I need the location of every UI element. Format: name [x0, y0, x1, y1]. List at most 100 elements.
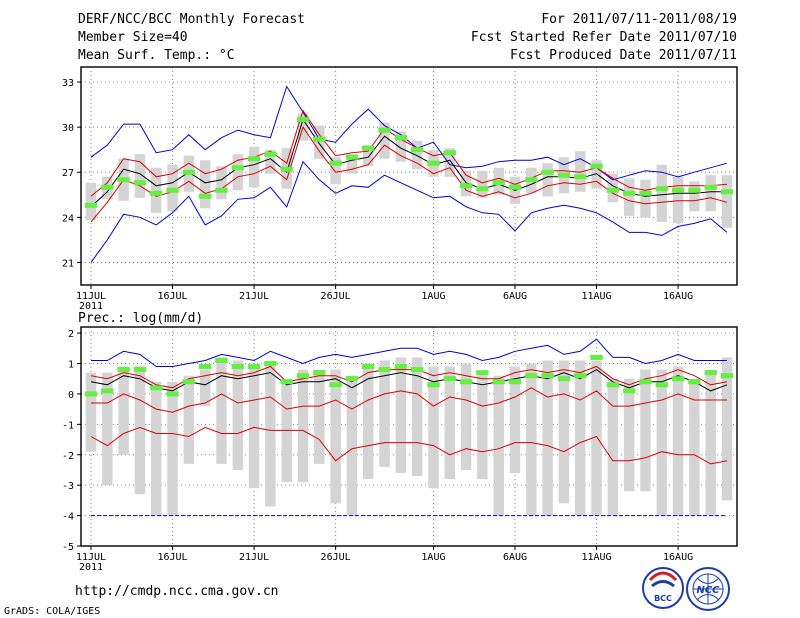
ensemble-box: [656, 369, 667, 516]
ensemble-box: [444, 148, 455, 177]
x-tick-label: 21JUL: [239, 552, 269, 563]
ncc-logo-text: NCC: [696, 585, 720, 596]
ensemble-box: [444, 366, 455, 480]
y-tick-label: 21: [62, 258, 74, 269]
series-line-upper: [90, 109, 728, 197]
median-marker: [443, 150, 456, 156]
median-marker: [394, 364, 408, 370]
median-marker: [362, 145, 375, 151]
ensemble-box: [477, 170, 488, 198]
x-tick-label: 26JUL: [321, 291, 351, 302]
median-marker: [541, 373, 554, 379]
x-tick-label: 1AUG: [421, 291, 445, 302]
plot-frame: [80, 66, 738, 286]
plot-frame: [80, 326, 738, 547]
series-line-lower: [91, 387, 727, 413]
ensemble-box: [542, 360, 553, 516]
median-marker: [508, 184, 522, 190]
y-tick-label: -2: [62, 451, 74, 462]
median-marker: [622, 190, 636, 196]
median-marker: [704, 370, 717, 376]
median-marker: [247, 156, 261, 162]
ensemble-box: [265, 363, 276, 507]
ensemble-box: [248, 363, 260, 489]
ensemble-box: [102, 372, 113, 486]
x-year-label: 2011: [79, 562, 103, 573]
median-marker: [459, 379, 473, 385]
ensemble-box: [721, 175, 733, 228]
median-marker: [557, 172, 571, 178]
median-marker: [231, 364, 244, 370]
median-marker: [345, 376, 359, 382]
median-marker: [606, 187, 620, 193]
median-marker: [150, 190, 163, 196]
median-marker: [296, 373, 310, 379]
median-marker: [410, 367, 424, 373]
ensemble-box: [199, 160, 211, 209]
ensemble-box: [428, 366, 439, 489]
median-marker: [688, 187, 701, 193]
ensemble-box: [509, 366, 521, 473]
median-marker: [345, 154, 359, 160]
median-marker: [541, 169, 554, 175]
median-marker: [655, 186, 668, 192]
median-marker: [329, 382, 342, 388]
x-tick-label: 6AUG: [503, 291, 527, 302]
y-tick-label: 33: [62, 78, 74, 89]
median-marker: [378, 127, 391, 133]
forecast-produced-date: Fcst Produced Date 2011/07/11: [510, 48, 737, 63]
ensemble-box: [330, 157, 341, 185]
ensemble-box: [656, 164, 667, 222]
median-marker: [655, 382, 668, 388]
median-marker: [264, 151, 277, 157]
median-marker: [622, 388, 636, 394]
ensemble-box: [526, 363, 537, 516]
ensemble-box: [330, 369, 341, 504]
series-line-mean: [90, 118, 727, 208]
median-marker: [688, 379, 701, 385]
ensemble-box: [640, 179, 651, 218]
x-year-label: 2011: [79, 301, 103, 312]
ensemble-box: [411, 357, 423, 477]
median-marker: [525, 373, 538, 379]
x-tick-label: 6AUG: [503, 552, 527, 563]
median-marker: [410, 147, 424, 153]
median-marker: [476, 186, 489, 192]
ensemble-box: [363, 363, 374, 480]
median-marker: [720, 189, 734, 195]
x-tick-label: 16AUG: [663, 291, 693, 302]
ensemble-box: [379, 360, 390, 467]
ensemble-box: [232, 360, 243, 470]
median-marker: [117, 177, 130, 183]
x-tick-label: 11AUG: [581, 291, 611, 302]
median-marker: [231, 165, 244, 171]
source-url[interactable]: http://cmdp.ncc.cma.gov.cn: [75, 584, 279, 599]
median-marker: [329, 160, 342, 166]
grads-credit: GrADS: COLA/IGES: [4, 606, 100, 617]
median-marker: [150, 385, 163, 391]
median-marker: [296, 117, 310, 123]
forecast-period: For 2011/07/11-2011/08/19: [541, 12, 737, 27]
temperature-panel: 21 24 27 30 33 11JUL 16JUL 21JUL 26JUL 1AUG 6AUG 11…: [62, 66, 738, 312]
y-tick-label: 24: [62, 213, 74, 224]
median-marker: [574, 174, 587, 180]
ensemble-box: [575, 360, 586, 516]
ensemble-box: [607, 378, 619, 516]
x-tick-label: 11AUG: [581, 552, 611, 563]
series-line-p10: [90, 426, 728, 465]
median-marker: [557, 376, 571, 382]
ensemble-box: [689, 378, 700, 516]
median-marker: [378, 367, 391, 373]
precipitation-panel: -5 -4 -3 -2 -1 0 1 2 11JUL 16JUL 21JUL 26JUL 1AUG 6AU…: [62, 326, 738, 573]
y-tick-label: -4: [62, 512, 74, 523]
median-marker: [133, 367, 147, 373]
ensemble-box: [363, 145, 374, 167]
y-tick-label: 2: [68, 329, 74, 340]
ensemble-box: [85, 372, 97, 452]
median-marker: [101, 388, 114, 394]
y-tick-label: -3: [62, 481, 74, 492]
ensemble-box: [248, 146, 260, 188]
ensemble-box: [623, 378, 635, 492]
ensemble-box: [118, 366, 129, 455]
